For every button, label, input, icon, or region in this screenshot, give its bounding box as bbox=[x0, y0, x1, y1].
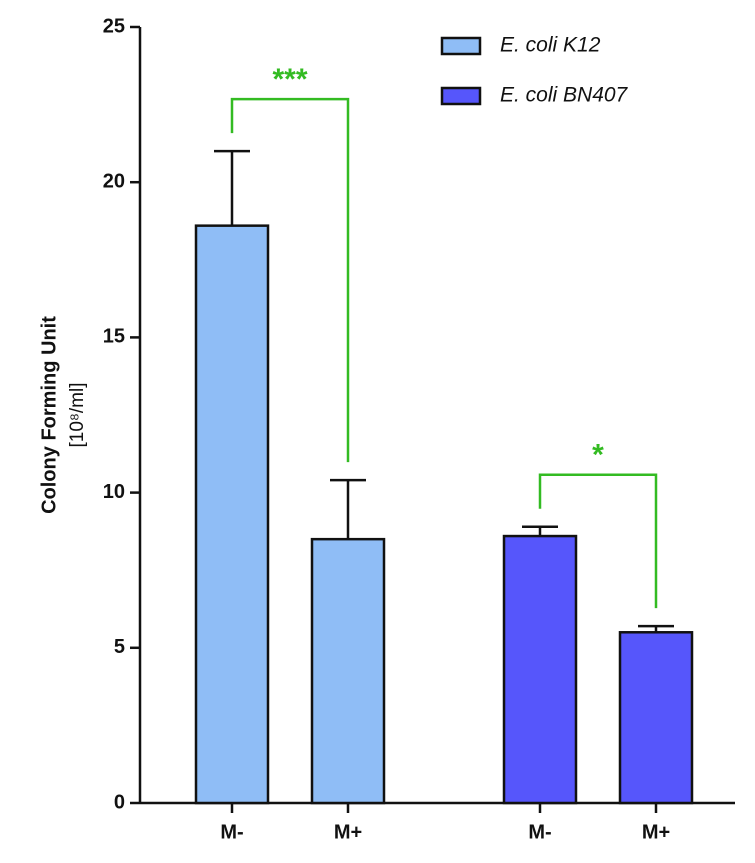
y-tick-label: 15 bbox=[103, 326, 125, 348]
y-tick-label: 20 bbox=[103, 170, 125, 192]
legend-swatch bbox=[440, 86, 482, 106]
legend-label: E. coli BN407 bbox=[500, 84, 629, 107]
bar bbox=[194, 224, 270, 805]
significance-label: * bbox=[592, 439, 604, 472]
x-tick-label: M+ bbox=[334, 821, 362, 843]
y-axis-label: Colony Forming Unit bbox=[38, 316, 60, 514]
y-tick-label: 25 bbox=[103, 15, 125, 37]
legend-swatch bbox=[440, 36, 482, 56]
bar bbox=[310, 537, 386, 805]
y-axis-unit: [10⁸/ml] bbox=[67, 382, 88, 447]
bar bbox=[502, 534, 578, 805]
x-tick-label: M+ bbox=[642, 821, 670, 843]
significance-bracket bbox=[538, 473, 658, 609]
x-tick-label: M- bbox=[528, 821, 551, 843]
significance-label: *** bbox=[272, 63, 307, 96]
significance-bracket bbox=[230, 97, 350, 463]
y-tick-label: 0 bbox=[114, 791, 125, 813]
y-tick-label: 5 bbox=[114, 636, 125, 658]
x-tick-label: M- bbox=[220, 821, 243, 843]
y-tick-label: 10 bbox=[103, 481, 125, 503]
legend-label: E. coli K12 bbox=[500, 34, 601, 57]
bar bbox=[618, 631, 694, 805]
